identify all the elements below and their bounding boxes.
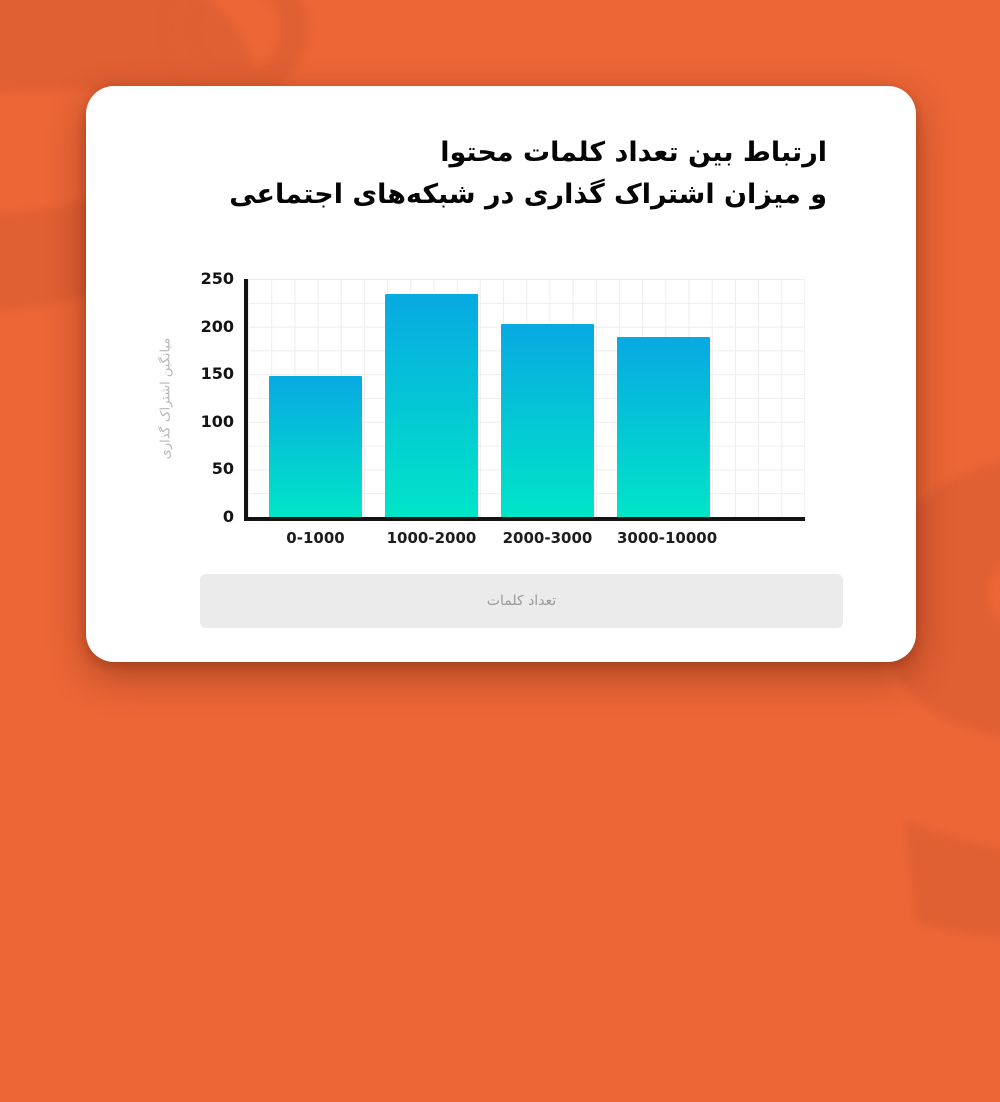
y-axis-ticks: 0 50 100 150 200 250 bbox=[86, 271, 234, 525]
bar-3000-10000 bbox=[617, 337, 710, 517]
y-tick-label: 0 bbox=[222, 507, 234, 526]
y-tick-label: 50 bbox=[211, 459, 234, 479]
x-tick-label: 1000-2000 bbox=[386, 529, 477, 547]
y-tick-label: 250 bbox=[200, 269, 234, 288]
chart-card: ارتباط بین تعداد کلمات محتوا و میزان اشت… bbox=[86, 86, 916, 662]
bar-0-1000 bbox=[269, 376, 362, 517]
x-axis-labels: 0-1000 1000-2000 2000-3000 3000-10000 bbox=[248, 531, 826, 546]
bar-1000-2000 bbox=[385, 294, 478, 517]
y-tick-label: 200 bbox=[200, 316, 234, 336]
y-tick-label: 100 bbox=[200, 411, 234, 431]
x-axis-title: تعداد کلمات bbox=[486, 593, 557, 609]
chart-title: ارتباط بین تعداد کلمات محتوا و میزان اشت… bbox=[146, 132, 827, 216]
x-tick-label: 2000-3000 bbox=[502, 529, 593, 547]
chart-title-line2: و میزان اشتراک گذاری در شبکه‌های اجتماعی bbox=[229, 179, 827, 210]
chart-title-line1: ارتباط بین تعداد کلمات محتوا bbox=[440, 137, 827, 168]
bar-2000-3000 bbox=[501, 323, 594, 517]
plot-area bbox=[244, 279, 805, 521]
y-tick-label: 150 bbox=[200, 364, 234, 384]
bars-container bbox=[248, 279, 805, 517]
x-tick-label: 3000-10000 bbox=[617, 529, 718, 547]
x-tick-label: 0-1000 bbox=[286, 529, 345, 547]
x-axis-title-bar: تعداد کلمات bbox=[200, 574, 843, 628]
